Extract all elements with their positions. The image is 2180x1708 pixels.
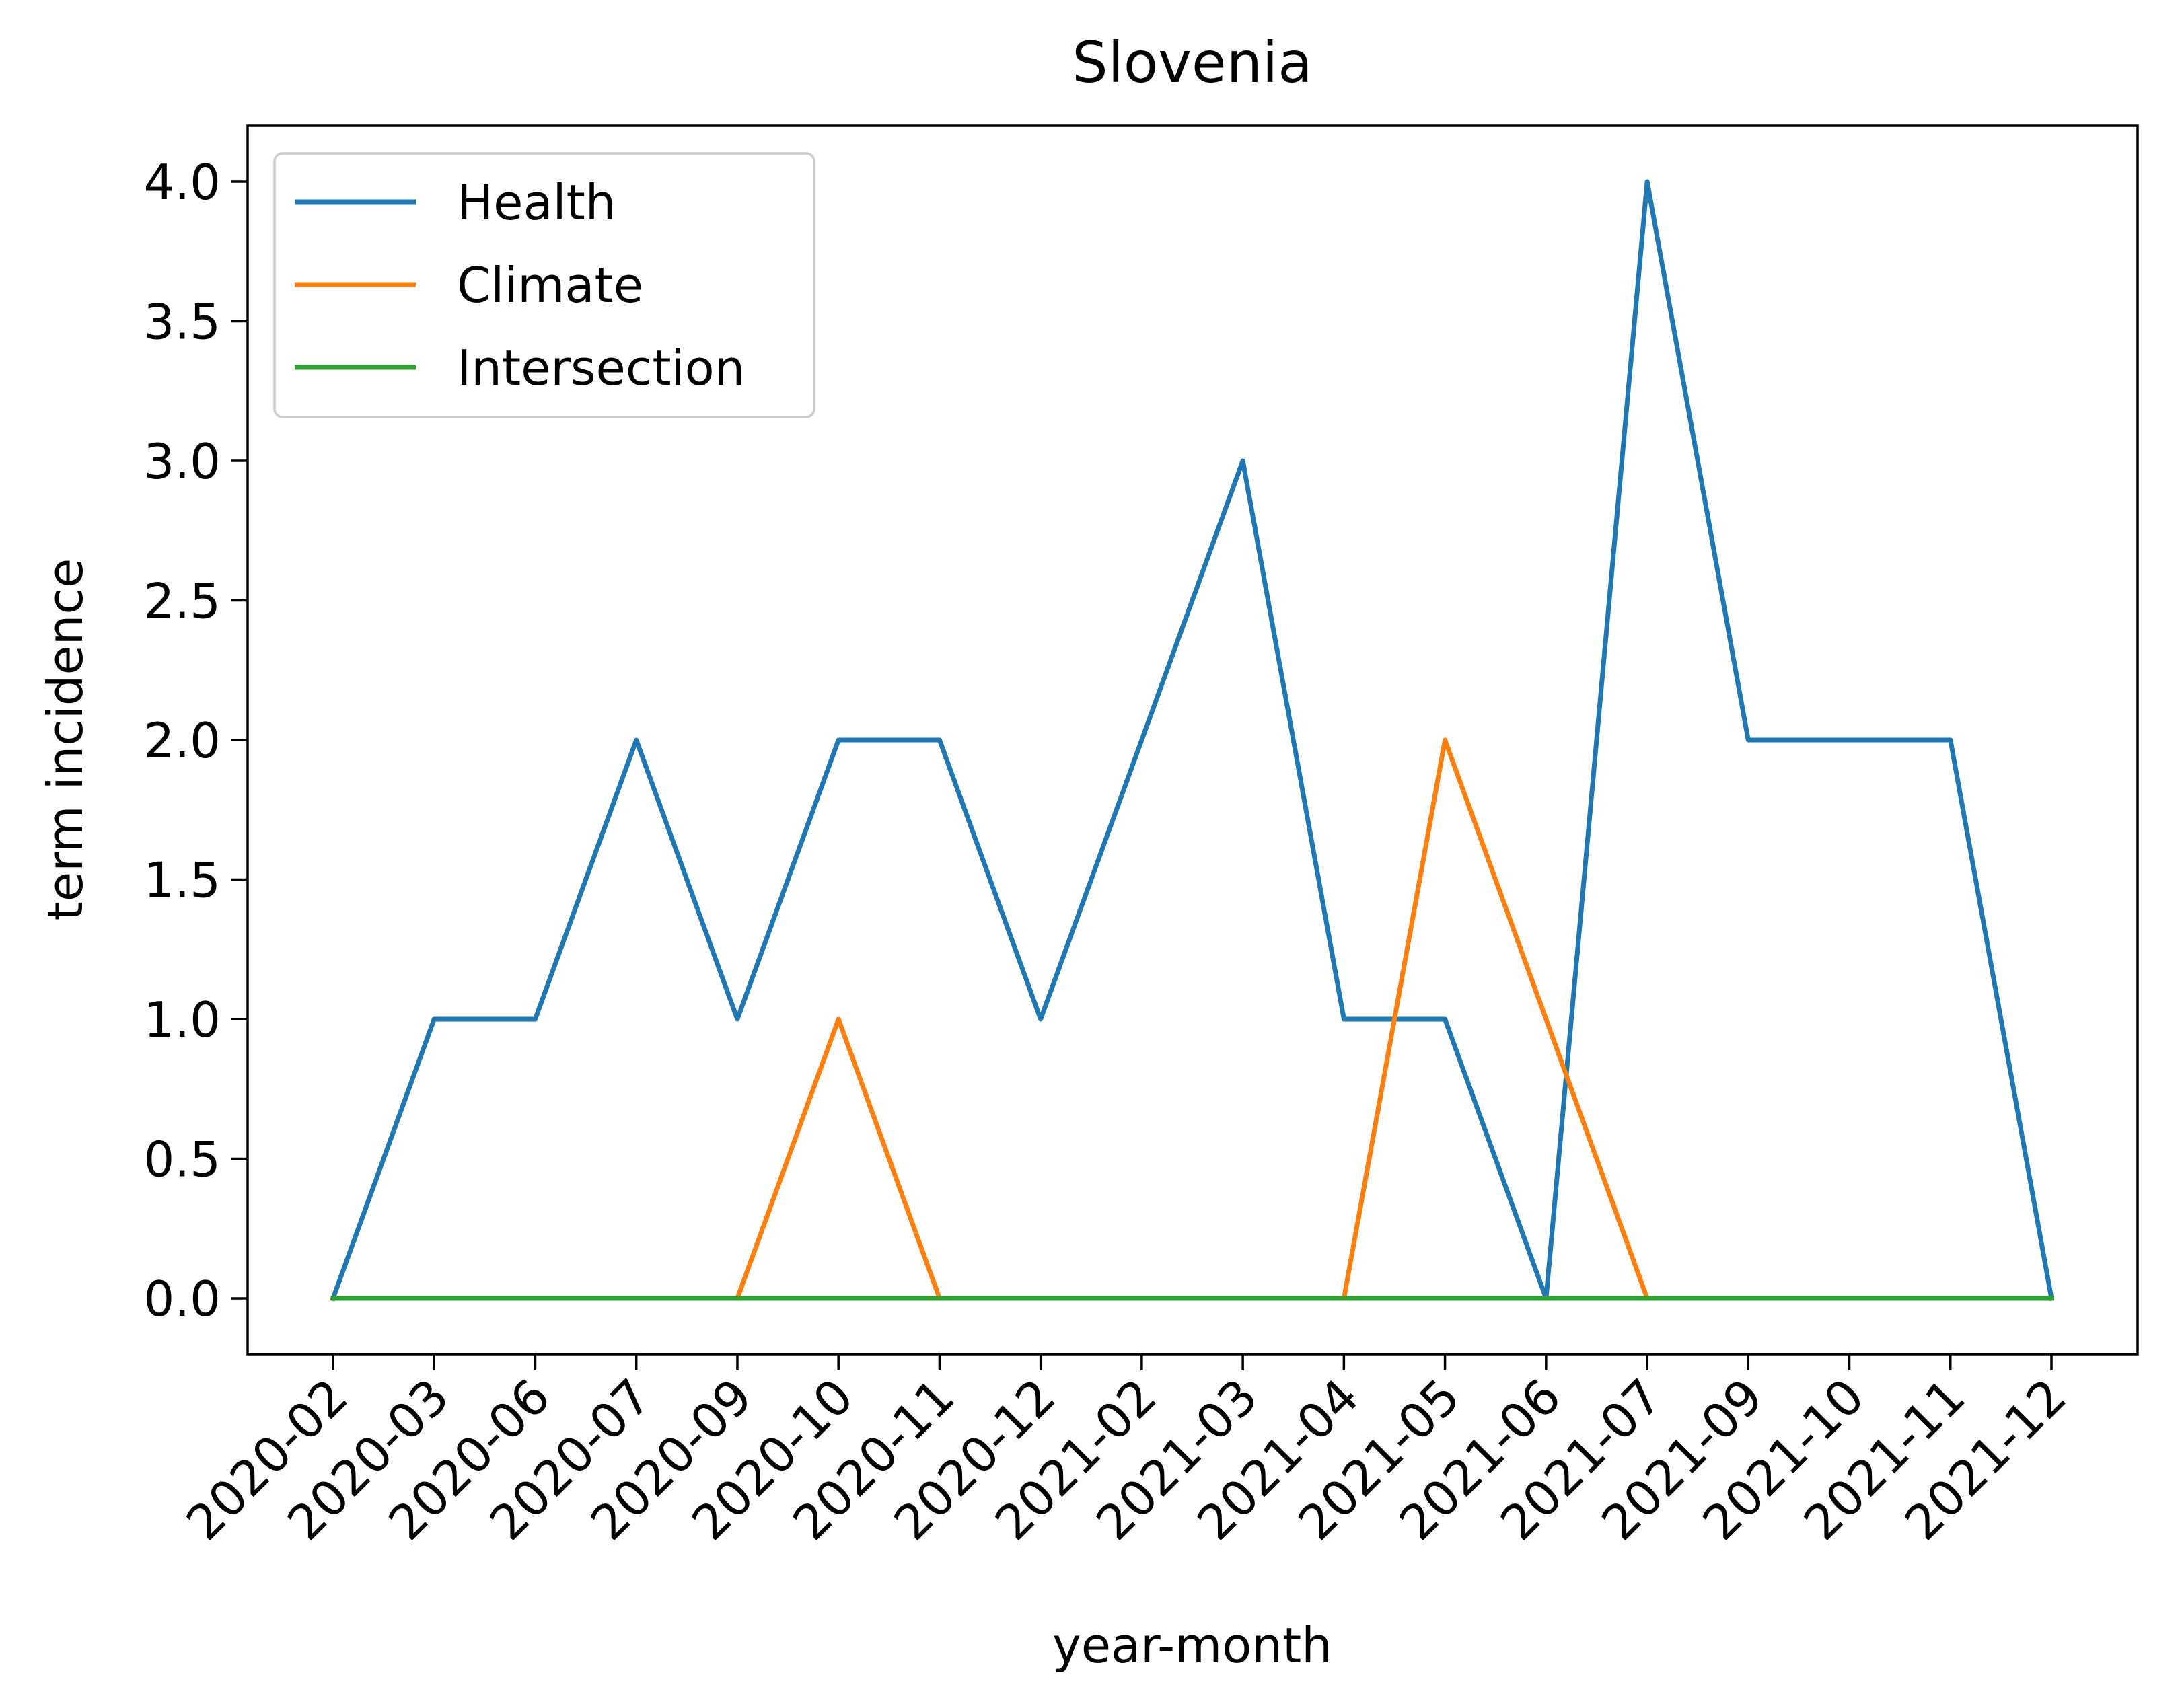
series-line-health bbox=[330, 179, 2055, 1302]
y-tick-label: 4.0 bbox=[143, 154, 221, 211]
legend: Health Climate Intersection bbox=[273, 152, 815, 418]
y-tick-label: 0.0 bbox=[143, 1271, 221, 1327]
y-axis-label: term incidence bbox=[37, 558, 94, 921]
chart-title: Slovenia bbox=[1072, 30, 1313, 96]
legend-box bbox=[273, 152, 815, 418]
y-tick-label: 1.0 bbox=[143, 992, 221, 1048]
y-tick-label: 1.5 bbox=[143, 852, 221, 909]
legend-label-health: Health bbox=[457, 174, 616, 231]
y-tick-label: 2.5 bbox=[143, 573, 221, 630]
y-axis-ticks: 0.0 0.5 1.0 1.5 2.0 2.5 3.0 3.5 4.0 bbox=[143, 154, 248, 1327]
y-tick-label: 2.0 bbox=[143, 712, 221, 769]
series-lines bbox=[330, 179, 2055, 1302]
y-tick-label: 0.5 bbox=[143, 1131, 221, 1188]
x-axis-label: year-month bbox=[1052, 1617, 1332, 1674]
legend-label-climate: Climate bbox=[457, 257, 643, 313]
plot-frame bbox=[246, 124, 2139, 1356]
y-tick-label: 3.0 bbox=[143, 433, 221, 490]
y-tick-label: 3.5 bbox=[143, 294, 221, 350]
legend-label-intersection: Intersection bbox=[457, 340, 745, 396]
